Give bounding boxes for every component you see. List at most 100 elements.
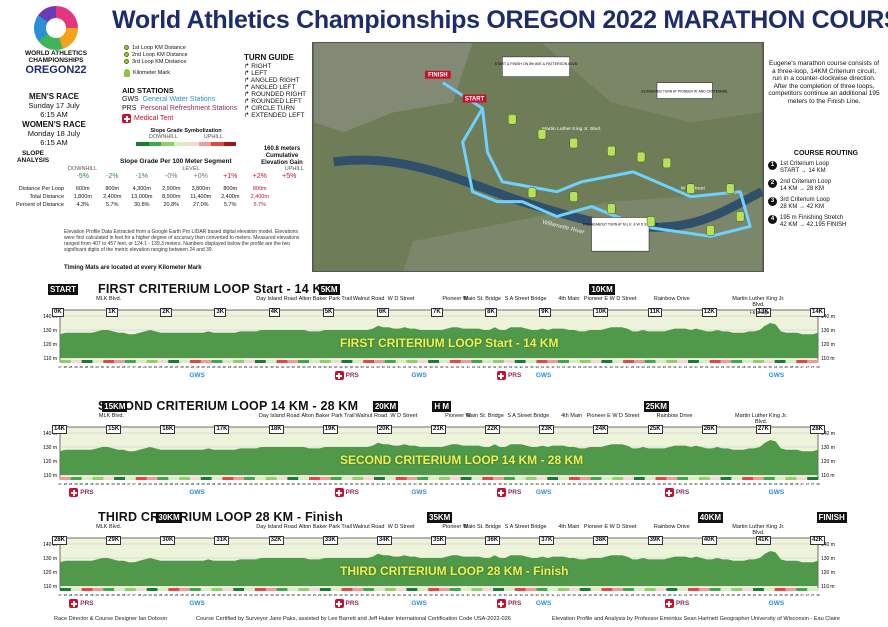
elevation-sample-value: 30 xyxy=(689,365,693,369)
elevation-sample-value: 30 xyxy=(424,593,428,597)
km-box: 22K xyxy=(485,425,501,434)
elevation-sample-value: 27 xyxy=(58,593,62,597)
grade-strip-segment xyxy=(276,360,288,363)
elevation-sample-value: 29 xyxy=(254,593,258,597)
elevation-sample-value: 30 xyxy=(106,482,110,486)
grade-strip-segment xyxy=(536,477,548,480)
km-box: 21K xyxy=(431,425,447,434)
course-map[interactable]: START & FINISH ON 8th AVE & PATTERSON BL… xyxy=(312,42,764,272)
grade-strip-segment xyxy=(179,588,191,591)
elevation-sample-value: 32 xyxy=(520,593,524,597)
elevation-sample-value: 33 xyxy=(376,593,380,597)
grade-strip-segment xyxy=(666,360,678,363)
grade-strip-segment xyxy=(644,477,656,480)
elevation-sample-value: 32 xyxy=(610,482,614,486)
elevation-sample-value: 30 xyxy=(488,593,492,597)
legend-loop1: 1st Loop KM Distance xyxy=(124,44,234,51)
km-flag: H M xyxy=(432,401,452,412)
elevation-sample-value: 29 xyxy=(631,482,635,486)
elevation-axis-label: 110 m xyxy=(821,473,835,479)
elevation-sample-value: 30 xyxy=(758,365,762,369)
turn-guide-item: ↱ LEFT xyxy=(244,70,268,77)
grade-strip-segment xyxy=(644,588,656,591)
prs-label: PRS xyxy=(345,600,359,607)
km-box: 34K xyxy=(376,536,392,545)
elevation-axis-label: 130 m xyxy=(43,328,57,334)
elevation-sample-value: 31 xyxy=(626,365,630,369)
aid-prs: PRS Personal Refreshment Stations xyxy=(122,105,238,112)
grade-strip-segment xyxy=(460,360,472,363)
elevation-sample-value: 30 xyxy=(265,365,269,369)
elevation-axis-label: 140 m xyxy=(821,542,835,548)
elevation-sample-value: 32 xyxy=(615,365,619,369)
place-name: Alton Baker Park Trail xyxy=(301,413,355,419)
elevation-sample-value: 29 xyxy=(143,365,147,369)
grade-strip-segment xyxy=(287,477,299,480)
elevation-sample-value: 31 xyxy=(551,365,555,369)
elevation-sample-value: 29 xyxy=(652,593,656,597)
elevation-sample-value: 30 xyxy=(546,482,550,486)
elevation-sample-value: 28 xyxy=(790,482,794,486)
prs-label: PRS xyxy=(675,600,690,607)
grade-strip-segment xyxy=(352,360,364,363)
place-name: Walnut Road xyxy=(355,413,388,419)
elevation-sample-value: 28 xyxy=(69,365,73,369)
elevation-sample-value: 30 xyxy=(260,365,264,369)
elevation-sample-value: 28 xyxy=(186,482,190,486)
prs-label: PRS xyxy=(80,600,94,607)
elevation-axis-label: 130 m xyxy=(821,556,835,562)
slope-cell: 1,800m xyxy=(73,194,92,200)
elevation-sample-value: 29 xyxy=(207,365,211,369)
elevation-sample-value: 29 xyxy=(95,482,99,486)
map-callout-start-text: START & FINISH ON 8th AVE & PATTERSON BL… xyxy=(495,62,578,66)
elevation-sample-value: 28 xyxy=(217,365,221,369)
elevation-sample-value: 30 xyxy=(567,593,571,597)
grade-strip-segment xyxy=(720,588,732,591)
profile-chart: 140 m 140 m 130 m 130 m 120 m 120 m 110 m 110 m… xyxy=(43,426,835,486)
elevation-sample-value: 30 xyxy=(334,365,338,369)
grade-strip-segment xyxy=(70,588,82,591)
elevation-sample-value: 30 xyxy=(530,482,534,486)
elevation-sample-value: 30 xyxy=(588,365,592,369)
elevation-sample-value: 30 xyxy=(488,482,492,486)
willamette-river xyxy=(333,155,763,232)
elevation-sample-value: 30 xyxy=(297,593,301,597)
elevation-sample-value: 27 xyxy=(811,593,815,597)
slope-grades: -5% -2% -1% -0% +0% +1% +2% +5% xyxy=(68,173,304,180)
finish-stretch xyxy=(442,81,484,110)
elevation-sample-value: 30 xyxy=(435,593,439,597)
place-name: W D Street xyxy=(387,524,415,530)
footer-mid: Course Certified by Surveyor Jane Paks, … xyxy=(196,616,511,622)
map-callout-roundabout xyxy=(591,217,650,252)
grade-strip-segment xyxy=(471,360,483,363)
elevation-sample-value: 30 xyxy=(573,482,577,486)
grade-strip-segment xyxy=(146,588,158,591)
grade-strip-segment xyxy=(731,588,743,591)
place-name: Main St. Bridge xyxy=(466,413,504,419)
slope-row-label: Total Distance xyxy=(29,194,64,200)
slope-grade: +5% xyxy=(282,173,297,180)
elevation-sample-value: 31 xyxy=(408,593,412,597)
elevation-sample-value: 28 xyxy=(180,593,184,597)
grade-strip-segment xyxy=(612,588,624,591)
map-km-pin-icon xyxy=(569,137,578,149)
grade-strip-segment xyxy=(309,477,321,480)
elevation-sample-value: 29 xyxy=(726,365,730,369)
elevation-sample-value: 31 xyxy=(525,593,529,597)
grade-strip-segment xyxy=(319,360,332,363)
routing-range: START → 14 KM xyxy=(780,168,826,174)
elevation-sample-value: 30 xyxy=(101,365,105,369)
elevation-sample-value: 31 xyxy=(604,593,608,597)
elevation-sample-value: 28 xyxy=(816,365,820,369)
grade-strip-segment xyxy=(709,360,721,363)
elevation-sample-value: 28 xyxy=(80,365,84,369)
grade-strip-segment xyxy=(428,588,440,591)
elevation-sample-value: 30 xyxy=(286,365,290,369)
place-name: Martin Luther King Jr. Blvd. xyxy=(732,296,785,308)
elevation-axis-label: 120 m xyxy=(821,342,835,348)
elevation-sample-value: 31 xyxy=(371,482,375,486)
elevation-sample-value: 30 xyxy=(567,365,571,369)
elevation-sample-value: 27 xyxy=(811,365,815,369)
mens-race-info: MEN'S RACE Sunday 17 July 6:15 AM xyxy=(14,92,94,119)
gws-label: GWS xyxy=(535,372,552,379)
